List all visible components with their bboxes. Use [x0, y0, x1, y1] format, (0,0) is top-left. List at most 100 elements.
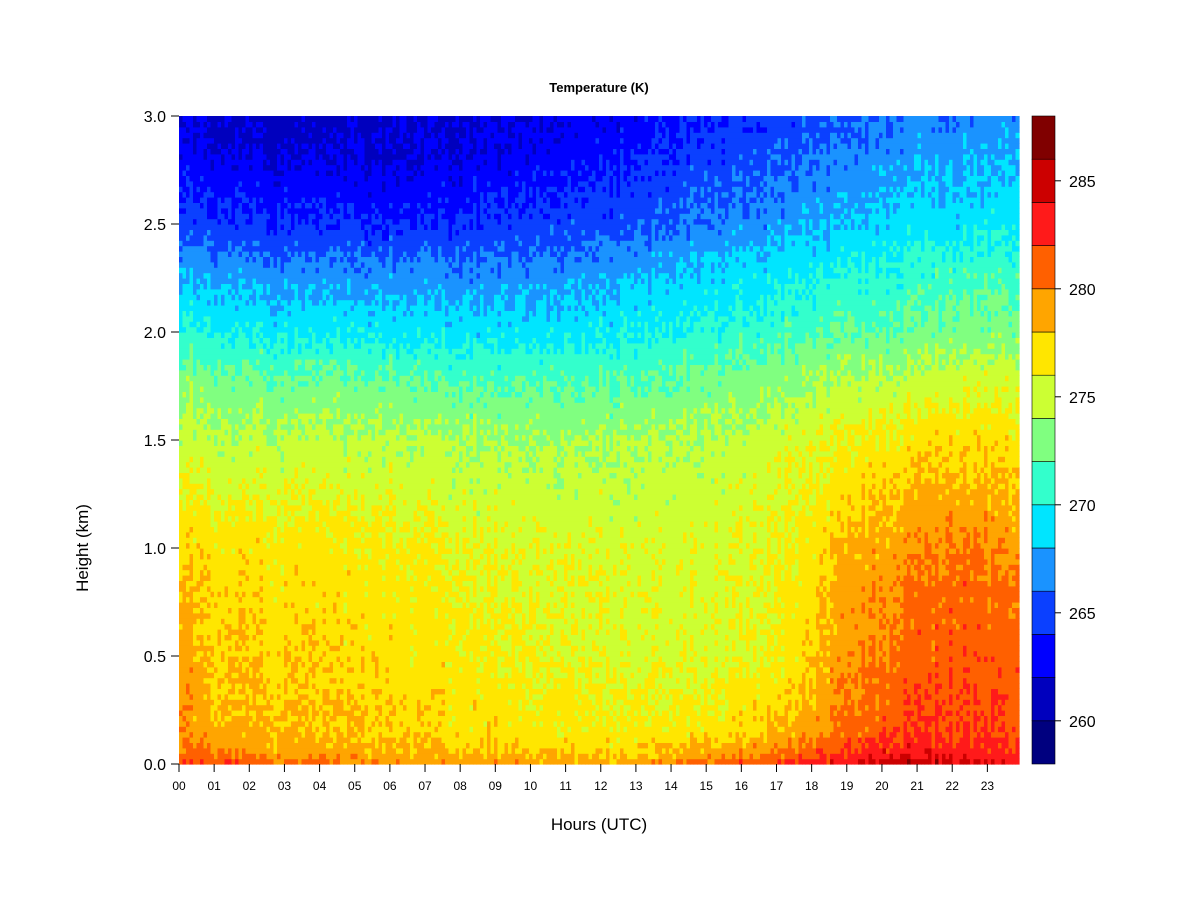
heatmap-cell [225, 138, 229, 144]
heatmap-cell [309, 224, 313, 230]
heatmap-cell [235, 148, 239, 154]
heatmap-cell [319, 262, 323, 268]
heatmap-cell [239, 694, 243, 700]
heatmap-cell [267, 586, 271, 592]
heatmap-cell [186, 661, 190, 667]
heatmap-cell [305, 597, 309, 603]
heatmap-cell [183, 645, 187, 651]
heatmap-cell [200, 629, 204, 635]
heatmap-cell [267, 597, 271, 603]
heatmap-cell [232, 478, 236, 484]
heatmap-cell [235, 327, 239, 333]
heatmap-cell [242, 181, 246, 187]
heatmap-cell [183, 613, 187, 619]
heatmap-cell [295, 251, 299, 257]
heatmap-cell [253, 721, 257, 727]
heatmap-cell [214, 370, 218, 376]
heatmap-cell [274, 597, 278, 603]
heatmap-cell [186, 294, 190, 300]
heatmap-cell [312, 737, 316, 743]
heatmap-cell [267, 656, 271, 662]
heatmap-cell [298, 759, 302, 765]
heatmap-cell [221, 370, 225, 376]
heatmap-cell [218, 478, 222, 484]
heatmap-cell [267, 181, 271, 187]
heatmap-cell [221, 634, 225, 640]
heatmap-cell [221, 224, 225, 230]
heatmap-cell [186, 316, 190, 322]
heatmap-cell [239, 121, 243, 127]
heatmap-cell [193, 246, 197, 252]
heatmap-cell [302, 186, 306, 192]
heatmap-cell [211, 629, 215, 635]
heatmap-cell [190, 656, 194, 662]
heatmap-cell [267, 445, 271, 451]
heatmap-cell [228, 375, 232, 381]
heatmap-cell [193, 651, 197, 657]
heatmap-cell [260, 127, 264, 133]
heatmap-cell [319, 289, 323, 295]
heatmap-cell [298, 192, 302, 198]
heatmap-cell [218, 591, 222, 597]
heatmap-cell [218, 289, 222, 295]
heatmap-cell [211, 694, 215, 700]
heatmap-cell [235, 321, 239, 327]
heatmap-cell [253, 683, 257, 689]
heatmap-cell [267, 240, 271, 246]
heatmap-cell [183, 618, 187, 624]
heatmap-cell [218, 516, 222, 522]
heatmap-cell [260, 424, 264, 430]
heatmap-cell [228, 699, 232, 705]
heatmap-cell [316, 570, 320, 576]
heatmap-cell [277, 537, 281, 543]
heatmap-cell [200, 613, 204, 619]
heatmap-cell [183, 132, 187, 138]
heatmap-cell [179, 256, 183, 262]
heatmap-cell [260, 478, 264, 484]
heatmap-cell [197, 359, 201, 365]
heatmap-cell [260, 499, 264, 505]
heatmap-cell [295, 521, 299, 527]
heatmap-cell [207, 197, 211, 203]
heatmap-cell [270, 278, 274, 284]
heatmap-cell [232, 499, 236, 505]
heatmap-cell [186, 445, 190, 451]
heatmap-cell [277, 192, 281, 198]
heatmap-cell [179, 175, 183, 181]
heatmap-cell [235, 591, 239, 597]
heatmap-cell [200, 510, 204, 516]
heatmap-cell [263, 219, 267, 225]
heatmap-cell [267, 478, 271, 484]
heatmap-cell [284, 699, 288, 705]
heatmap-cell [225, 651, 229, 657]
heatmap-cell [288, 337, 292, 343]
heatmap-cell [204, 370, 208, 376]
heatmap-cell [193, 440, 197, 446]
heatmap-cell [200, 337, 204, 343]
heatmap-cell [309, 570, 313, 576]
heatmap-cell [204, 235, 208, 241]
heatmap-cell [284, 532, 288, 538]
heatmap-cell [316, 294, 320, 300]
heatmap-cell [305, 667, 309, 673]
heatmap-cell [239, 494, 243, 500]
heatmap-cell [249, 705, 253, 711]
heatmap-cell [197, 154, 201, 160]
heatmap-cell [232, 273, 236, 279]
heatmap-cell [309, 580, 313, 586]
heatmap-cell [302, 710, 306, 716]
heatmap-cell [211, 489, 215, 495]
heatmap-cell [267, 715, 271, 721]
heatmap-cell [193, 543, 197, 549]
heatmap-cell [246, 413, 250, 419]
heatmap-cell [309, 742, 313, 748]
heatmap-cell [312, 699, 316, 705]
heatmap-cell [190, 732, 194, 738]
heatmap-cell [319, 246, 323, 252]
heatmap-cell [214, 586, 218, 592]
heatmap-cell [200, 715, 204, 721]
heatmap-cell [214, 408, 218, 414]
heatmap-cell [284, 343, 288, 349]
heatmap-cell [305, 748, 309, 754]
heatmap-cell [270, 715, 274, 721]
